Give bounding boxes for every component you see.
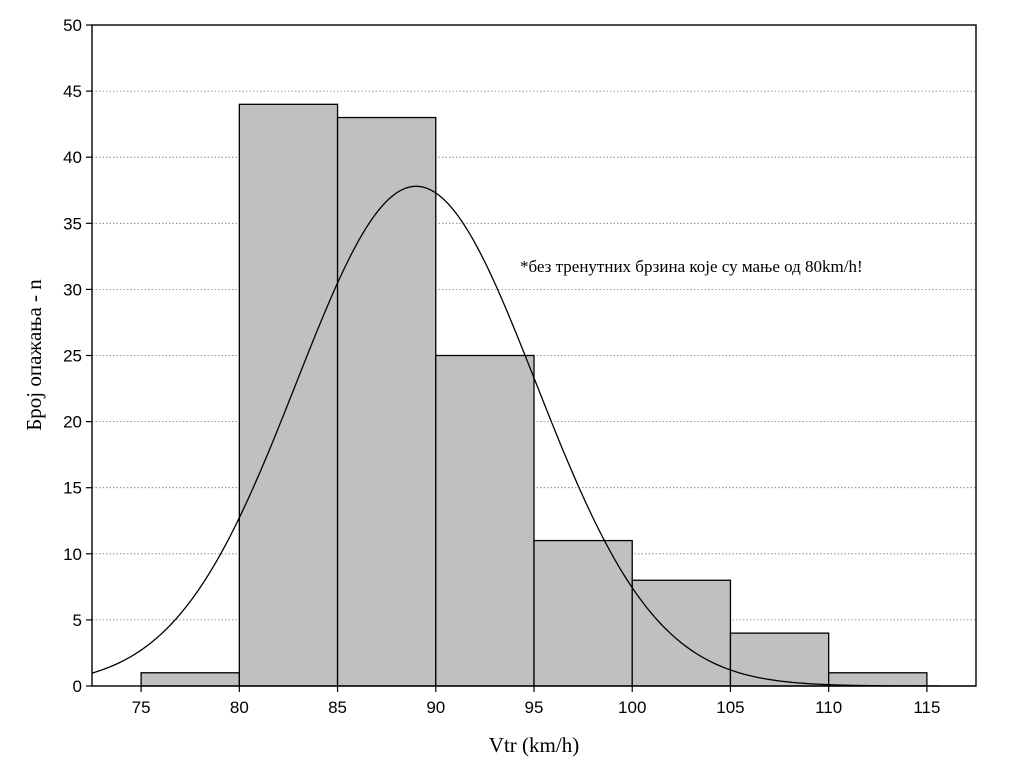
- y-tick-label-30: 30: [63, 280, 82, 299]
- y-tick-label-50: 50: [63, 16, 82, 35]
- y-tick-label-35: 35: [63, 214, 82, 233]
- x-tick-label-105: 105: [716, 698, 744, 717]
- curve-layer: [91, 185, 976, 687]
- x-tick-label-75: 75: [132, 698, 151, 717]
- histogram-bar-75-80: [140, 672, 240, 687]
- histogram-bar-85-90: [336, 116, 437, 687]
- y-tick-label-40: 40: [63, 148, 82, 167]
- y-axis-title: Број опажања - n: [22, 279, 46, 431]
- y-tick-label-45: 45: [63, 82, 82, 101]
- tick-labels-layer: 0 5 10 15 20 25 30 35 40 45 50 75 80 85 90 95 100 105 110 1…: [63, 16, 940, 717]
- x-tick-label-110: 110: [815, 698, 842, 717]
- histogram-bar-80-85: [238, 103, 339, 687]
- y-tick-label-25: 25: [63, 347, 82, 366]
- histogram-bar-105-110: [729, 632, 830, 687]
- x-tick-label-115: 115: [913, 698, 940, 717]
- x-tick-label-95: 95: [525, 698, 544, 717]
- histogram-bar-100-105: [631, 579, 732, 687]
- y-tick-label-15: 15: [63, 479, 82, 498]
- y-tick-label-0: 0: [73, 677, 82, 696]
- bars-layer: [140, 103, 928, 687]
- ticks-layer: [86, 24, 928, 692]
- histogram-bar-110-115: [828, 672, 928, 687]
- normal-fit-curve: [91, 185, 976, 687]
- y-tick-label-5: 5: [73, 611, 82, 630]
- y-tick-label-20: 20: [63, 413, 82, 432]
- histogram-bar-95-100: [533, 539, 633, 687]
- x-tick-label-85: 85: [328, 698, 347, 717]
- x-tick-label-100: 100: [618, 698, 646, 717]
- y-tick-label-10: 10: [63, 545, 82, 564]
- x-tick-label-80: 80: [230, 698, 249, 717]
- x-axis-title: Vtr (km/h): [489, 733, 579, 757]
- histogram-bar-90-95: [435, 354, 535, 687]
- x-tick-label-90: 90: [426, 698, 445, 717]
- chart-annotation: *без тренутних брзина које су мање од 80…: [520, 257, 863, 276]
